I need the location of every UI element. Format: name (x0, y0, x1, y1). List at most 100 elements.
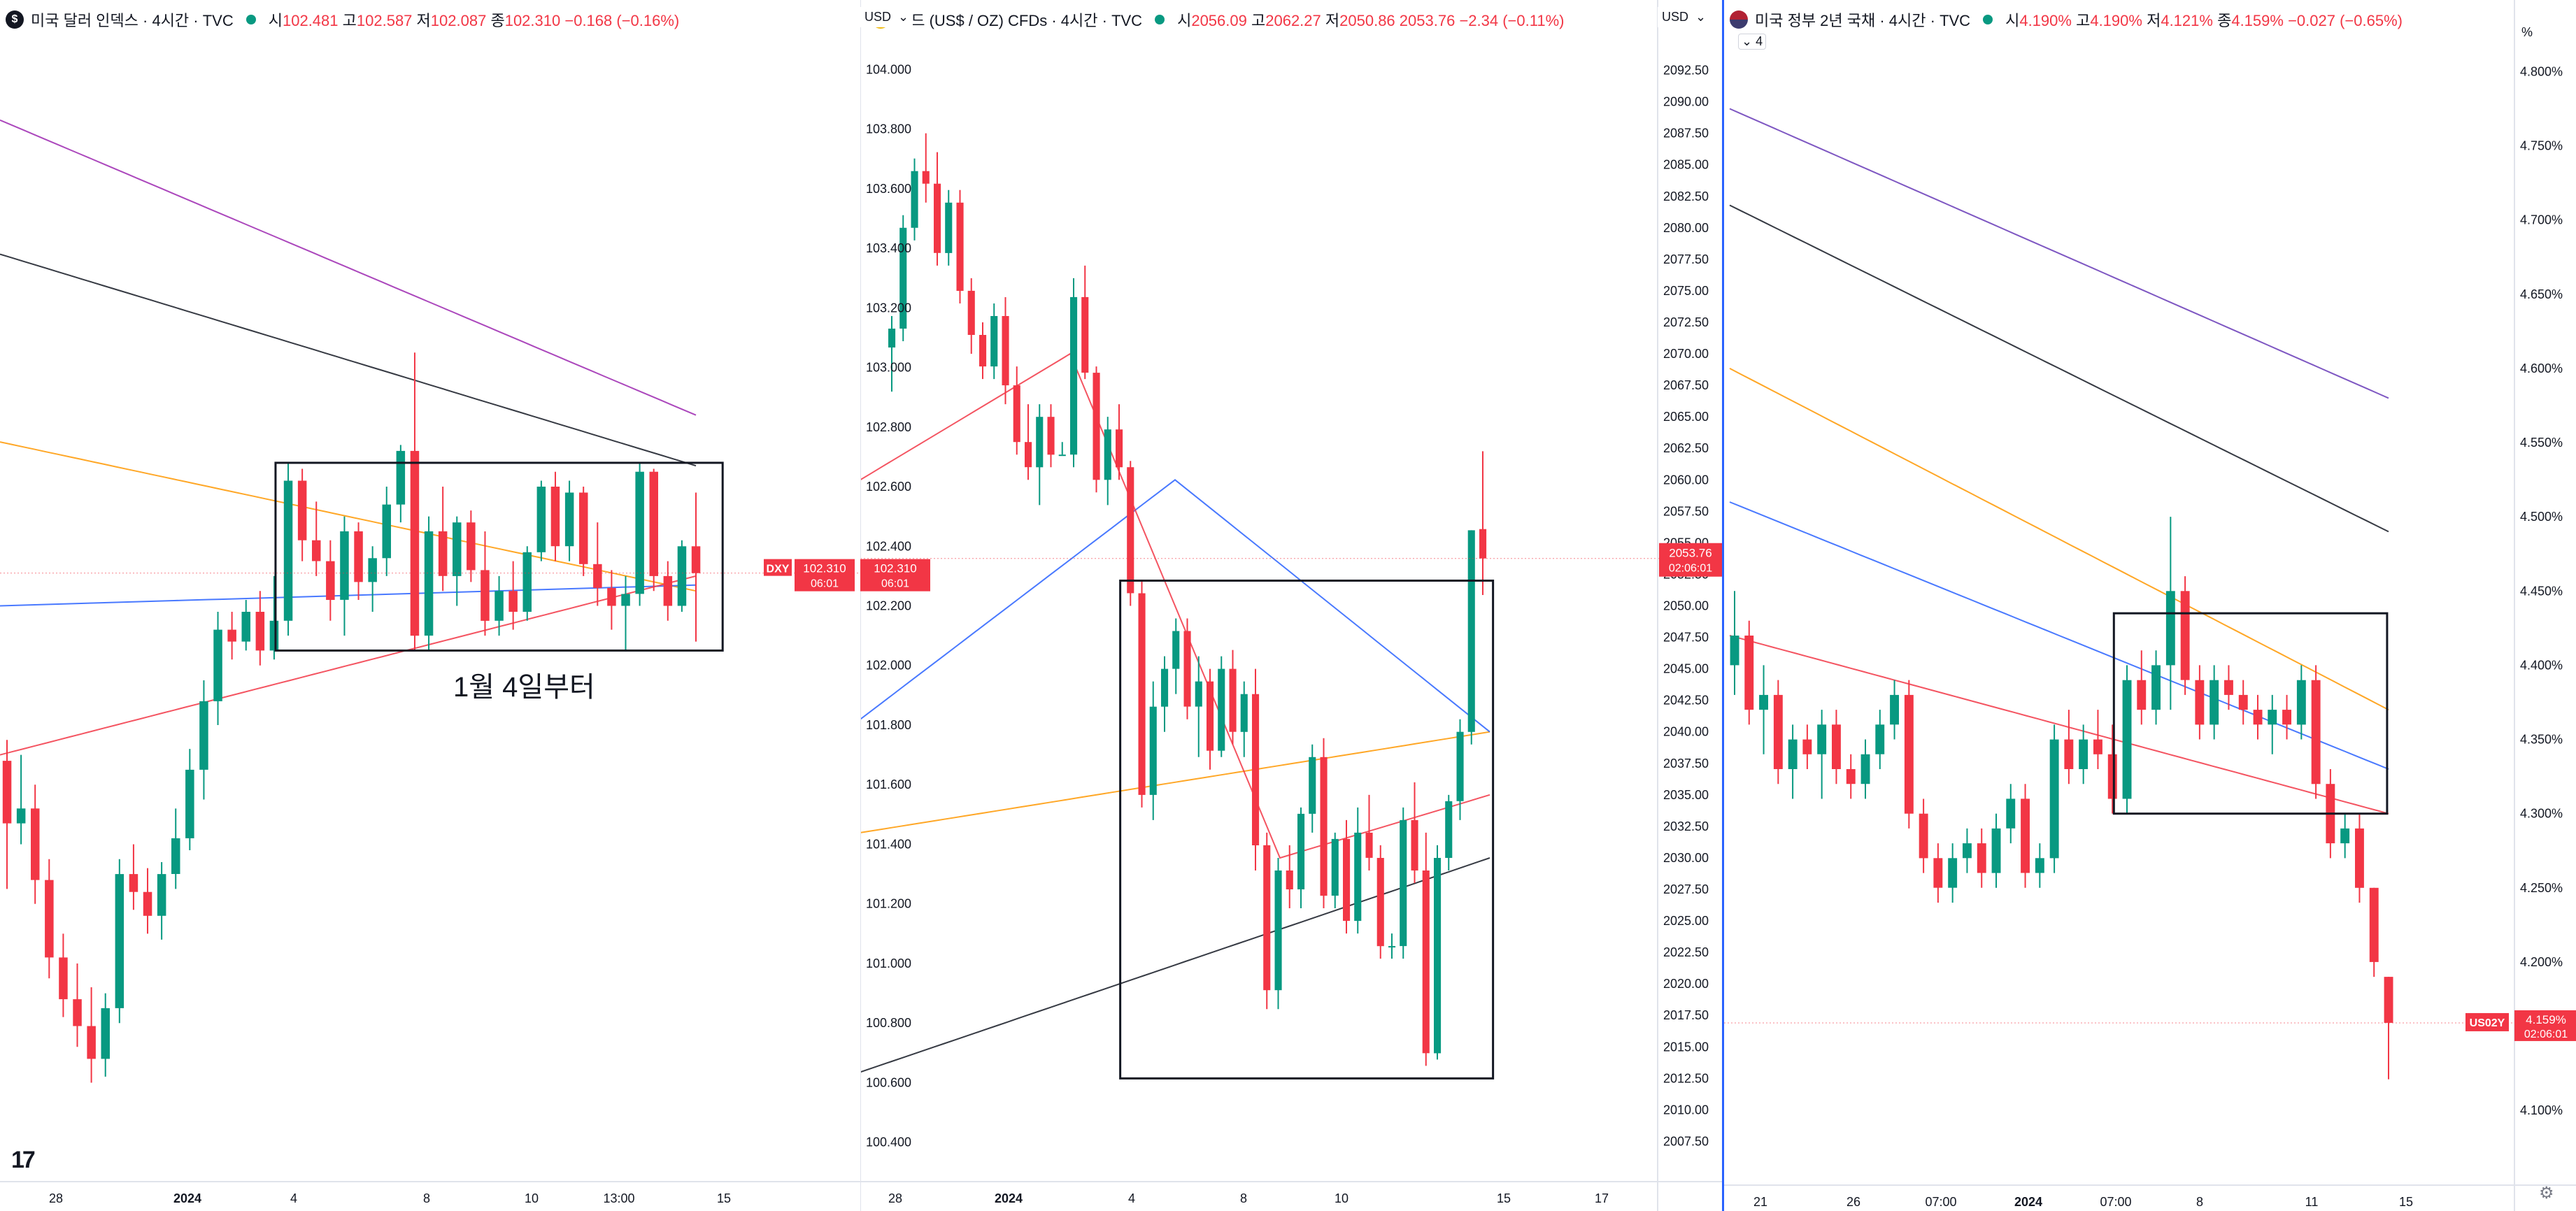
candle-body (1343, 838, 1351, 921)
x-tick-label: 07:00 (2100, 1195, 2131, 1209)
right-axis-tick-label: 2060.00 (1663, 473, 1709, 487)
countdown-label: 02:06:01 (1669, 563, 1712, 575)
left-axis-tick-label: 101.600 (866, 778, 911, 791)
chart-pane-us2y[interactable]: 21 26 07:00 2024 07:00 8 11 15 4.800% 4.750% 4.700… (1722, 0, 2576, 1211)
candle-body (979, 335, 987, 367)
right-axis-tick-label: 4.450% (2520, 584, 2563, 598)
left-axis-tick-label: 103.800 (866, 122, 911, 136)
candle-body (255, 612, 265, 651)
right-axis-tick-label: 2047.50 (1663, 631, 1709, 645)
right-axis-tick-label: 2050.00 (1663, 599, 1709, 613)
ema-line-1 (860, 731, 1490, 833)
candle-body (1070, 296, 1078, 455)
settings-gear-icon[interactable]: ⚙ (2539, 1184, 2554, 1203)
right-axis-tick-label: 2062.50 (1663, 441, 1709, 455)
candle-body (1149, 706, 1157, 795)
right-axis-tick-label: 2037.50 (1663, 757, 1709, 771)
candle-body (2093, 739, 2102, 754)
right-axis-tick-label: 2070.00 (1663, 347, 1709, 361)
candle-body (1875, 724, 1885, 754)
right-axis-tick-label: 2032.50 (1663, 819, 1709, 833)
chart-pane-dxy[interactable]: 28 2024 4 8 10 13:00 15 DXY 102.310 06:01 $ 미국 달러… (0, 0, 860, 1211)
dxy-countdown-label: 06:01 (881, 578, 909, 590)
right-axis-tick-label: 2015.00 (1663, 1040, 1709, 1054)
candle-body (2209, 680, 2219, 725)
chart-canvas-gold[interactable]: 28 2024 4 8 10 15 17 104.000 103.800 103.600 103.4… (860, 0, 1722, 1211)
candle-body (1013, 385, 1020, 443)
candle-body (536, 487, 546, 552)
left-axis-tick-label: 102.000 (866, 659, 911, 673)
candle-body (115, 874, 124, 1008)
candle-body (87, 1026, 96, 1059)
candle-body (340, 531, 349, 600)
candle-body (1933, 858, 1943, 888)
candle-body (1286, 870, 1293, 889)
right-axis-tick-label: 4.200% (2520, 955, 2563, 969)
x-tick-label: 15 (1497, 1191, 1511, 1205)
candle-body (424, 531, 434, 636)
candle-body (607, 587, 616, 606)
right-axis-tick-label: 2007.50 (1663, 1134, 1709, 1148)
countdown-label: 02:06:01 (2524, 1029, 2568, 1040)
right-axis-tick-label: 2082.50 (1663, 189, 1709, 203)
candle-body (59, 957, 68, 1000)
ohlc-readout: 시102.481 고102.587 저102.087 종102.310 −0.1… (268, 12, 680, 29)
candle-body (522, 552, 532, 612)
left-axis-tick-label: 102.200 (866, 599, 911, 613)
x-tick-label: 8 (423, 1191, 430, 1205)
candle-body (2238, 694, 2248, 710)
candle-body (2195, 680, 2205, 725)
candle-body (911, 171, 918, 228)
chart-canvas-us2y[interactable]: 21 26 07:00 2024 07:00 8 11 15 4.800% 4.750% 4.700… (1724, 0, 2576, 1211)
candle-body (494, 591, 504, 621)
currency-selector-left[interactable]: USD ⌄ (860, 7, 913, 27)
candle-body (2151, 665, 2161, 710)
x-tick-label: 15 (2399, 1195, 2413, 1209)
candle-body (326, 561, 335, 600)
symbol-title[interactable]: 미국 달러 인덱스 · 4시간 · TVC (31, 12, 234, 29)
candle-body (888, 329, 896, 347)
candle-body (1422, 870, 1430, 1054)
x-tick-label: 10 (1335, 1191, 1349, 1205)
candle-body (1047, 417, 1055, 455)
candle-body (1991, 828, 2001, 873)
tradingview-logo-icon[interactable]: 17 (11, 1147, 36, 1173)
candle-body (354, 531, 363, 582)
candle-body (945, 202, 953, 253)
right-axis-tick-label: 4.650% (2520, 287, 2563, 301)
candle-body (1919, 813, 1928, 859)
ohlc-readout: 시2056.09 고2062.27 저2050.86 2053.76 −2.34… (1177, 12, 1565, 29)
candle-body (1890, 694, 1899, 725)
range-box (2112, 612, 2389, 815)
collapse-indicators-button[interactable]: ⌄ 4 (1738, 34, 1767, 50)
right-axis-tick-label: 4.100% (2520, 1103, 2563, 1117)
ema-line-3 (1729, 501, 2389, 770)
candle-body (2253, 710, 2263, 725)
candle-body (1759, 694, 1768, 710)
candle-body (2165, 591, 2175, 666)
x-tick-label: 28 (888, 1191, 902, 1205)
left-axis-tick-label: 101.400 (866, 837, 911, 851)
candle-body (2006, 798, 2016, 829)
candle-body (1434, 858, 1442, 1054)
candle-body (241, 612, 250, 642)
currency-selector-right[interactable]: USD ⌄ (1658, 7, 1711, 27)
ema-line-3 (860, 352, 1490, 859)
candle-body (199, 701, 208, 770)
candle-body (1904, 694, 1914, 814)
candle-body (1104, 429, 1111, 480)
ticker-tag: US02Y (2470, 1017, 2505, 1029)
chart-canvas-dxy[interactable]: 28 2024 4 8 10 13:00 15 DXY 102.310 06:01 (0, 0, 860, 1211)
right-axis-tick-label: 2085.00 (1663, 158, 1709, 172)
right-axis-tick-label: 2077.50 (1663, 252, 1709, 266)
right-axis-tick-label: 2017.50 (1663, 1008, 1709, 1022)
x-tick-label: 17 (1595, 1191, 1609, 1205)
candle-body (1218, 668, 1225, 751)
right-axis-tick-label: 2042.50 (1663, 694, 1709, 708)
symbol-title[interactable]: 골드 (US$ / OZ) CFDs · 4시간 · TVC (897, 12, 1143, 29)
candle-body (1297, 813, 1305, 889)
chart-pane-gold[interactable]: 28 2024 4 8 10 15 17 104.000 103.800 103.600 103.4… (860, 0, 1722, 1211)
symbol-title[interactable]: 미국 정부 2년 국채 · 4시간 · TVC (1755, 12, 1971, 29)
candle-body (922, 171, 930, 184)
last-price-label-bg (2514, 1010, 2576, 1041)
